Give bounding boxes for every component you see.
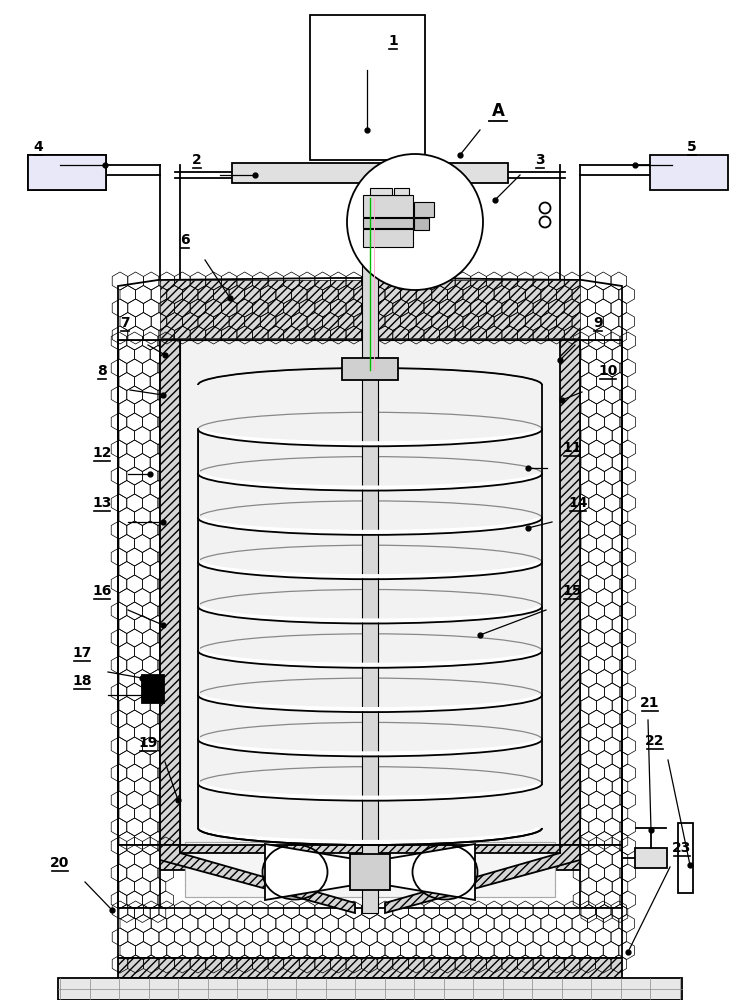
Text: 18: 18: [73, 674, 92, 688]
Circle shape: [347, 154, 483, 290]
Polygon shape: [380, 844, 475, 900]
Text: 6: 6: [180, 233, 190, 247]
Text: 2: 2: [192, 153, 202, 167]
Bar: [118, 340, 160, 845]
Bar: [363, 195, 413, 217]
Text: 23: 23: [673, 841, 692, 855]
Text: 12: 12: [92, 446, 112, 460]
Bar: [362, 183, 378, 913]
Bar: [414, 202, 434, 217]
Text: 14: 14: [568, 496, 588, 510]
Bar: [118, 845, 160, 908]
Bar: [394, 188, 409, 195]
Text: A: A: [491, 102, 505, 120]
Bar: [414, 218, 429, 230]
Bar: [142, 675, 164, 703]
Bar: [180, 340, 560, 845]
Bar: [160, 280, 580, 338]
Text: 1: 1: [388, 34, 398, 48]
Text: 19: 19: [138, 736, 158, 750]
Polygon shape: [385, 845, 580, 913]
Bar: [160, 340, 180, 845]
Bar: [118, 958, 622, 978]
Text: 10: 10: [599, 364, 618, 378]
Bar: [678, 823, 693, 893]
Text: 15: 15: [562, 584, 582, 598]
Bar: [310, 15, 425, 160]
Bar: [342, 358, 398, 380]
Text: 22: 22: [645, 734, 665, 748]
Text: 13: 13: [92, 496, 112, 510]
Text: 7: 7: [120, 316, 130, 330]
Text: 4: 4: [33, 140, 43, 154]
Text: 20: 20: [50, 856, 70, 870]
Circle shape: [539, 217, 551, 228]
Text: 11: 11: [562, 441, 582, 455]
Bar: [28, 155, 106, 190]
Bar: [180, 845, 560, 853]
Bar: [635, 848, 667, 868]
Text: 3: 3: [535, 153, 545, 167]
Bar: [363, 218, 413, 228]
Bar: [580, 340, 622, 845]
Text: 8: 8: [97, 364, 107, 378]
Bar: [350, 854, 390, 890]
Bar: [58, 978, 682, 1000]
Polygon shape: [160, 845, 355, 913]
Bar: [232, 163, 508, 183]
Text: 9: 9: [593, 316, 603, 330]
Bar: [580, 845, 622, 908]
Bar: [160, 845, 580, 870]
Bar: [185, 842, 555, 897]
Bar: [28, 155, 106, 190]
Text: 21: 21: [640, 696, 660, 710]
Text: 16: 16: [92, 584, 112, 598]
Bar: [370, 188, 392, 195]
Circle shape: [539, 202, 551, 214]
Bar: [118, 908, 622, 958]
Bar: [650, 155, 728, 190]
Polygon shape: [118, 278, 622, 340]
Polygon shape: [265, 844, 360, 900]
Text: 17: 17: [73, 646, 92, 660]
Bar: [560, 340, 580, 845]
Bar: [363, 229, 413, 247]
Text: 5: 5: [687, 140, 697, 154]
